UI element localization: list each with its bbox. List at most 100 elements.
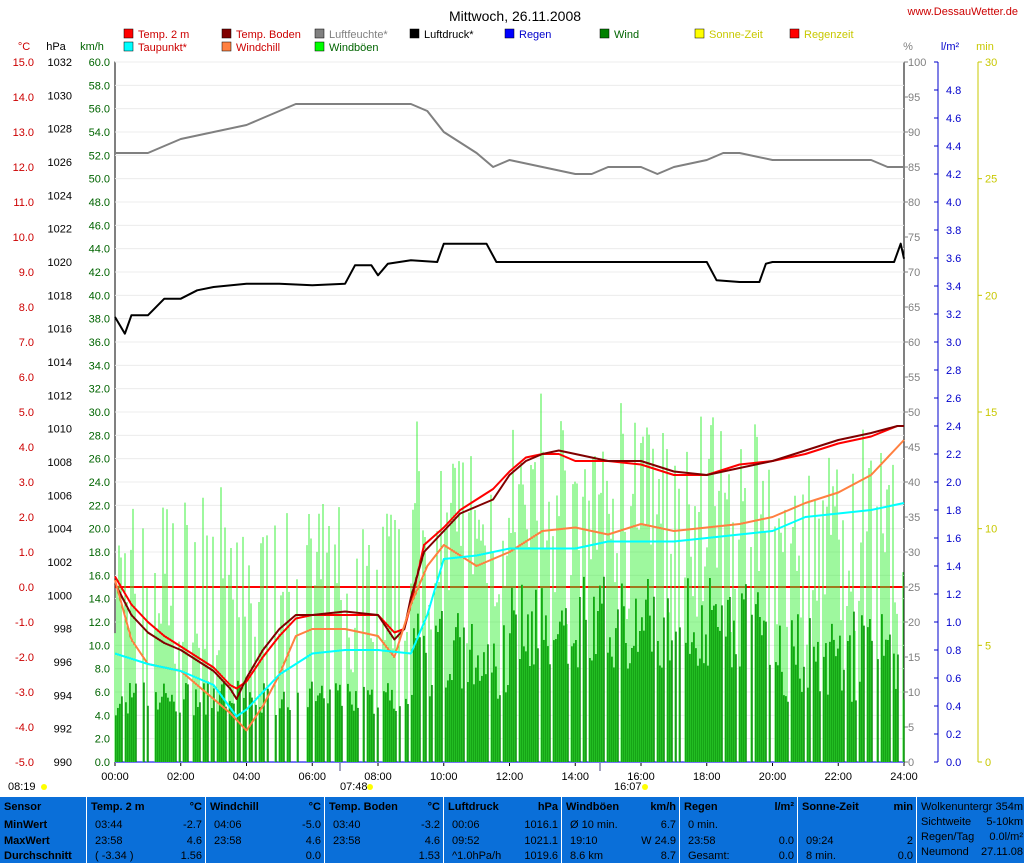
pressure-tick-label: 1014: [48, 357, 72, 369]
humidity-tick-label: 15: [908, 652, 920, 664]
temp-tick-label: 5.0: [19, 407, 34, 419]
legend-label: Temp. 2 m: [138, 29, 189, 41]
pressure-tick-label: 992: [54, 724, 72, 736]
sun-marker-icon: [642, 784, 648, 790]
mond-row: Neumond 27.11.08: [921, 846, 1023, 858]
humidity-tick-label: 100: [908, 57, 926, 69]
chart-title: Mittwoch, 26.11.2008: [449, 8, 581, 24]
legend-swatch: [789, 28, 800, 39]
humidity-tick-label: 50: [908, 407, 920, 419]
sun-tick-label: 5: [985, 640, 991, 652]
pressure-tick-label: 1002: [48, 557, 72, 569]
rain-tick-label: 0.6: [946, 673, 961, 685]
wind-tick-label: 58.0: [89, 80, 110, 92]
legend-swatch: [694, 28, 705, 39]
axis-unit-label: °C: [18, 41, 30, 53]
humidity-tick-label: 90: [908, 127, 920, 139]
temp-tick-label: 4.0: [19, 442, 34, 454]
dawn-label: 07:48: [340, 781, 368, 793]
pressure-tick-label: 994: [54, 690, 72, 702]
sonne-header: Sonne-Zeit min: [802, 801, 913, 813]
pressure-tick-label: 1018: [48, 290, 72, 302]
time-tick-label: 04:00: [233, 771, 261, 783]
rain-tick-label: 2.2: [946, 449, 961, 461]
humidity-tick-label: 30: [908, 547, 920, 559]
humidity-tick-label: 95: [908, 92, 920, 104]
pressure-tick-label: 998: [54, 624, 72, 636]
wind-tick-label: 40.0: [89, 290, 110, 302]
humidity-tick-label: 75: [908, 232, 920, 244]
temp2m-row: 03:44 -2.7: [95, 819, 202, 831]
pressure-tick-label: 1006: [48, 490, 72, 502]
temp-tick-label: 2.0: [19, 512, 34, 524]
pressure-tick-label: 1022: [48, 224, 72, 236]
temp2m-column: Temp. 2 m °C 03:44 -2.7 23:58 4.6 ( -3.34 ) 1.5…: [86, 797, 206, 863]
humidity-tick-label: 20: [908, 617, 920, 629]
boeen-row: 8.6 km 8.7: [570, 850, 676, 862]
sun-tick-label: 10: [985, 524, 997, 536]
time-tick-label: 16:00: [627, 771, 655, 783]
legend-label: Wind: [614, 29, 639, 41]
sun-tick-label: 15: [985, 407, 997, 419]
regen-row: 0 min.: [688, 819, 718, 831]
windchill-header: Windchill °C: [210, 801, 321, 813]
rain-tick-label: 2.0: [946, 477, 961, 489]
sonne-row: 09:24 2: [806, 835, 913, 847]
temp-tick-label: 15.0: [13, 57, 34, 69]
maxwert-label: MaxWert: [4, 835, 50, 847]
series-line-windchill: [114, 439, 905, 732]
sun-marker-icon: [367, 784, 373, 790]
legend-swatch: [314, 41, 325, 52]
wind-tick-label: 28.0: [89, 430, 110, 442]
time-tick-label: 22:00: [824, 771, 852, 783]
wind-bars-layer: [114, 393, 905, 762]
legend-label: Windchill: [236, 42, 280, 54]
windchill-column: Windchill °C 04:06 -5.0 23:58 4.6 0.0: [205, 797, 325, 863]
pressure-tick-label: 990: [54, 757, 72, 769]
sun-marker-icon: [41, 784, 47, 790]
wind-tick-label: 22.0: [89, 500, 110, 512]
humidity-tick-label: 0: [908, 757, 914, 769]
temp-tick-label: 10.0: [13, 232, 34, 244]
humidity-tick-label: 35: [908, 512, 920, 524]
wind-tick-label: 56.0: [89, 104, 110, 116]
wind-tick-label: 4.0: [95, 710, 110, 722]
weather-chart: -5.0 -4.0 -3.0 -2.0 -1.0 0.0 1.0 2.0 3.0 4.0 5.0 6.…: [8, 6, 1018, 793]
temp-tick-label: 9.0: [19, 267, 34, 279]
pressure-tick-label: 996: [54, 657, 72, 669]
wind-tick-label: 14.0: [89, 594, 110, 606]
temp-tick-label: 13.0: [13, 127, 34, 139]
temp-tick-label: 14.0: [13, 92, 34, 104]
wind-tick-label: 46.0: [89, 220, 110, 232]
humidity-tick-label: 55: [908, 372, 920, 384]
sunrise-label: 08:19: [8, 781, 36, 793]
wind-tick-label: 20.0: [89, 524, 110, 536]
statistics-footer: Sensor MinWert MaxWert Durchschnitt Temp…: [0, 797, 1024, 863]
temp-tick-label: 11.0: [13, 197, 34, 209]
legend-swatch: [504, 28, 515, 39]
time-tick-label: 14:00: [561, 771, 589, 783]
boden-row: 1.53: [418, 850, 440, 862]
time-tick-label: 18:00: [693, 771, 721, 783]
rain-tick-label: 3.0: [946, 337, 961, 349]
legend-swatch: [314, 28, 325, 39]
humidity-tick-label: 60: [908, 337, 920, 349]
wind-tick-label: 48.0: [89, 197, 110, 209]
pressure-tick-label: 1024: [48, 190, 72, 202]
temp2m-row: ( -3.34 ) 1.56: [95, 850, 202, 862]
series-line-taupunkt-: [114, 502, 905, 718]
rain-tick-label: 2.6: [946, 393, 961, 405]
series-line-luftdruck-: [114, 242, 905, 335]
rain-tick-label: 0.0: [946, 757, 961, 769]
series-line-temp-2-m: [114, 425, 904, 690]
legend-label: Taupunkt*: [138, 42, 188, 54]
boden-row: 03:40 -3.2: [333, 819, 440, 831]
rain-tick-label: 1.6: [946, 533, 961, 545]
site-link[interactable]: www.DessauWetter.de: [907, 6, 1018, 18]
humidity-tick-label: 80: [908, 197, 920, 209]
durchschnitt-label: Durchschnitt: [4, 850, 72, 862]
axes-layer: -5.0 -4.0 -3.0 -2.0 -1.0 0.0 1.0 2.0 3.0 4.0 5.0 6.…: [8, 41, 997, 793]
wind-tick-label: 44.0: [89, 244, 110, 256]
wind-tick-label: 6.0: [95, 687, 110, 699]
rain-tick-label: 1.2: [946, 589, 961, 601]
